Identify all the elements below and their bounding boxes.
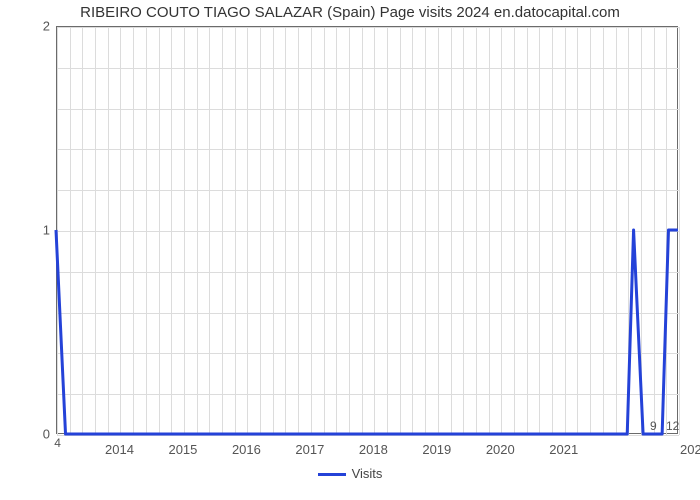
x-tick-label: 2017 — [295, 442, 324, 457]
x-tick-label: 2019 — [422, 442, 451, 457]
legend: Visits — [0, 466, 700, 481]
x-tick-label: 2018 — [359, 442, 388, 457]
x-tick-label: 2014 — [105, 442, 134, 457]
y-tick-label: 0 — [34, 427, 50, 442]
legend-label: Visits — [352, 466, 383, 481]
legend-swatch — [318, 473, 346, 476]
x-tick-label: 2020 — [486, 442, 515, 457]
x-tick-label: 2021 — [549, 442, 578, 457]
right-edge-label: 12 — [666, 419, 679, 433]
series-line-visits — [56, 230, 678, 434]
line-layer — [0, 0, 700, 500]
below-axis-label: 4 — [54, 436, 61, 450]
right-edge-label: 9 — [650, 419, 657, 433]
y-tick-label: 1 — [34, 223, 50, 238]
x-tick-label-end: 202 — [680, 442, 700, 457]
y-tick-label: 2 — [34, 19, 50, 34]
x-tick-label: 2015 — [168, 442, 197, 457]
x-tick-label: 2016 — [232, 442, 261, 457]
